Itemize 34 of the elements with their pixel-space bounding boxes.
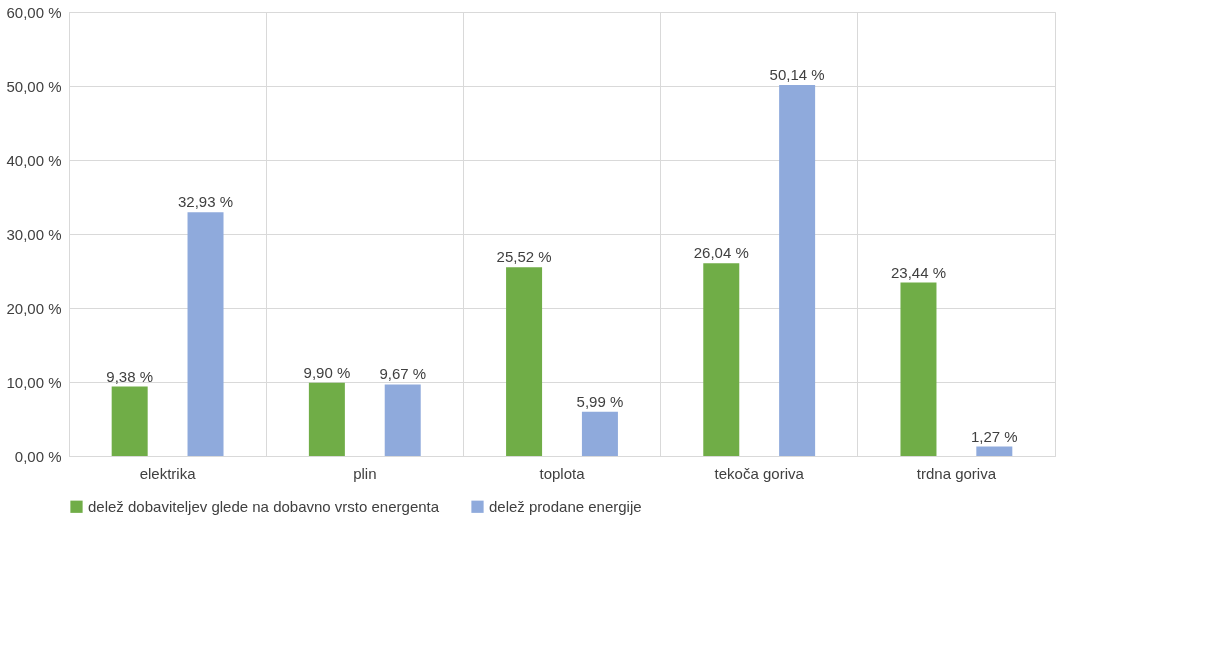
data-label: 9,67 % (379, 365, 427, 383)
x-tick-label: plin (353, 464, 377, 482)
bar (506, 267, 543, 456)
bar (187, 212, 224, 456)
data-label: 50,14 % (769, 65, 825, 83)
bar (308, 382, 345, 456)
y-tick-label: 40,00 % (6, 151, 62, 169)
data-label: 1,27 % (970, 427, 1018, 445)
y-tick-label: 50,00 % (6, 77, 62, 95)
data-label: 23,44 % (890, 263, 946, 281)
bar (779, 84, 816, 456)
y-tick-label: 60,00 % (6, 3, 62, 21)
x-tick-label: trdna goriva (916, 464, 997, 482)
x-tick-label: toplota (539, 464, 586, 482)
data-label: 25,52 % (496, 248, 552, 266)
legend-label: delež prodane energije (489, 497, 642, 515)
bar (111, 386, 148, 456)
bar (581, 411, 618, 456)
data-label: 26,04 % (693, 244, 749, 262)
data-label: 32,93 % (178, 193, 234, 211)
y-tick-label: 30,00 % (6, 225, 62, 243)
bar (976, 446, 1013, 456)
data-label: 5,99 % (576, 392, 624, 410)
bar (703, 263, 740, 456)
x-tick-label: tekoča goriva (714, 464, 805, 482)
bar (900, 282, 937, 456)
bar (384, 384, 421, 456)
y-tick-label: 10,00 % (6, 373, 62, 391)
x-tick-label: elektrika (139, 464, 197, 482)
data-label: 9,38 % (106, 367, 154, 385)
y-tick-label: 20,00 % (6, 299, 62, 317)
y-tick-label: 0,00 % (14, 447, 62, 465)
legend-label: delež dobaviteljev glede na dobavno vrsto energenta (88, 497, 440, 515)
data-label: 9,90 % (303, 363, 351, 381)
